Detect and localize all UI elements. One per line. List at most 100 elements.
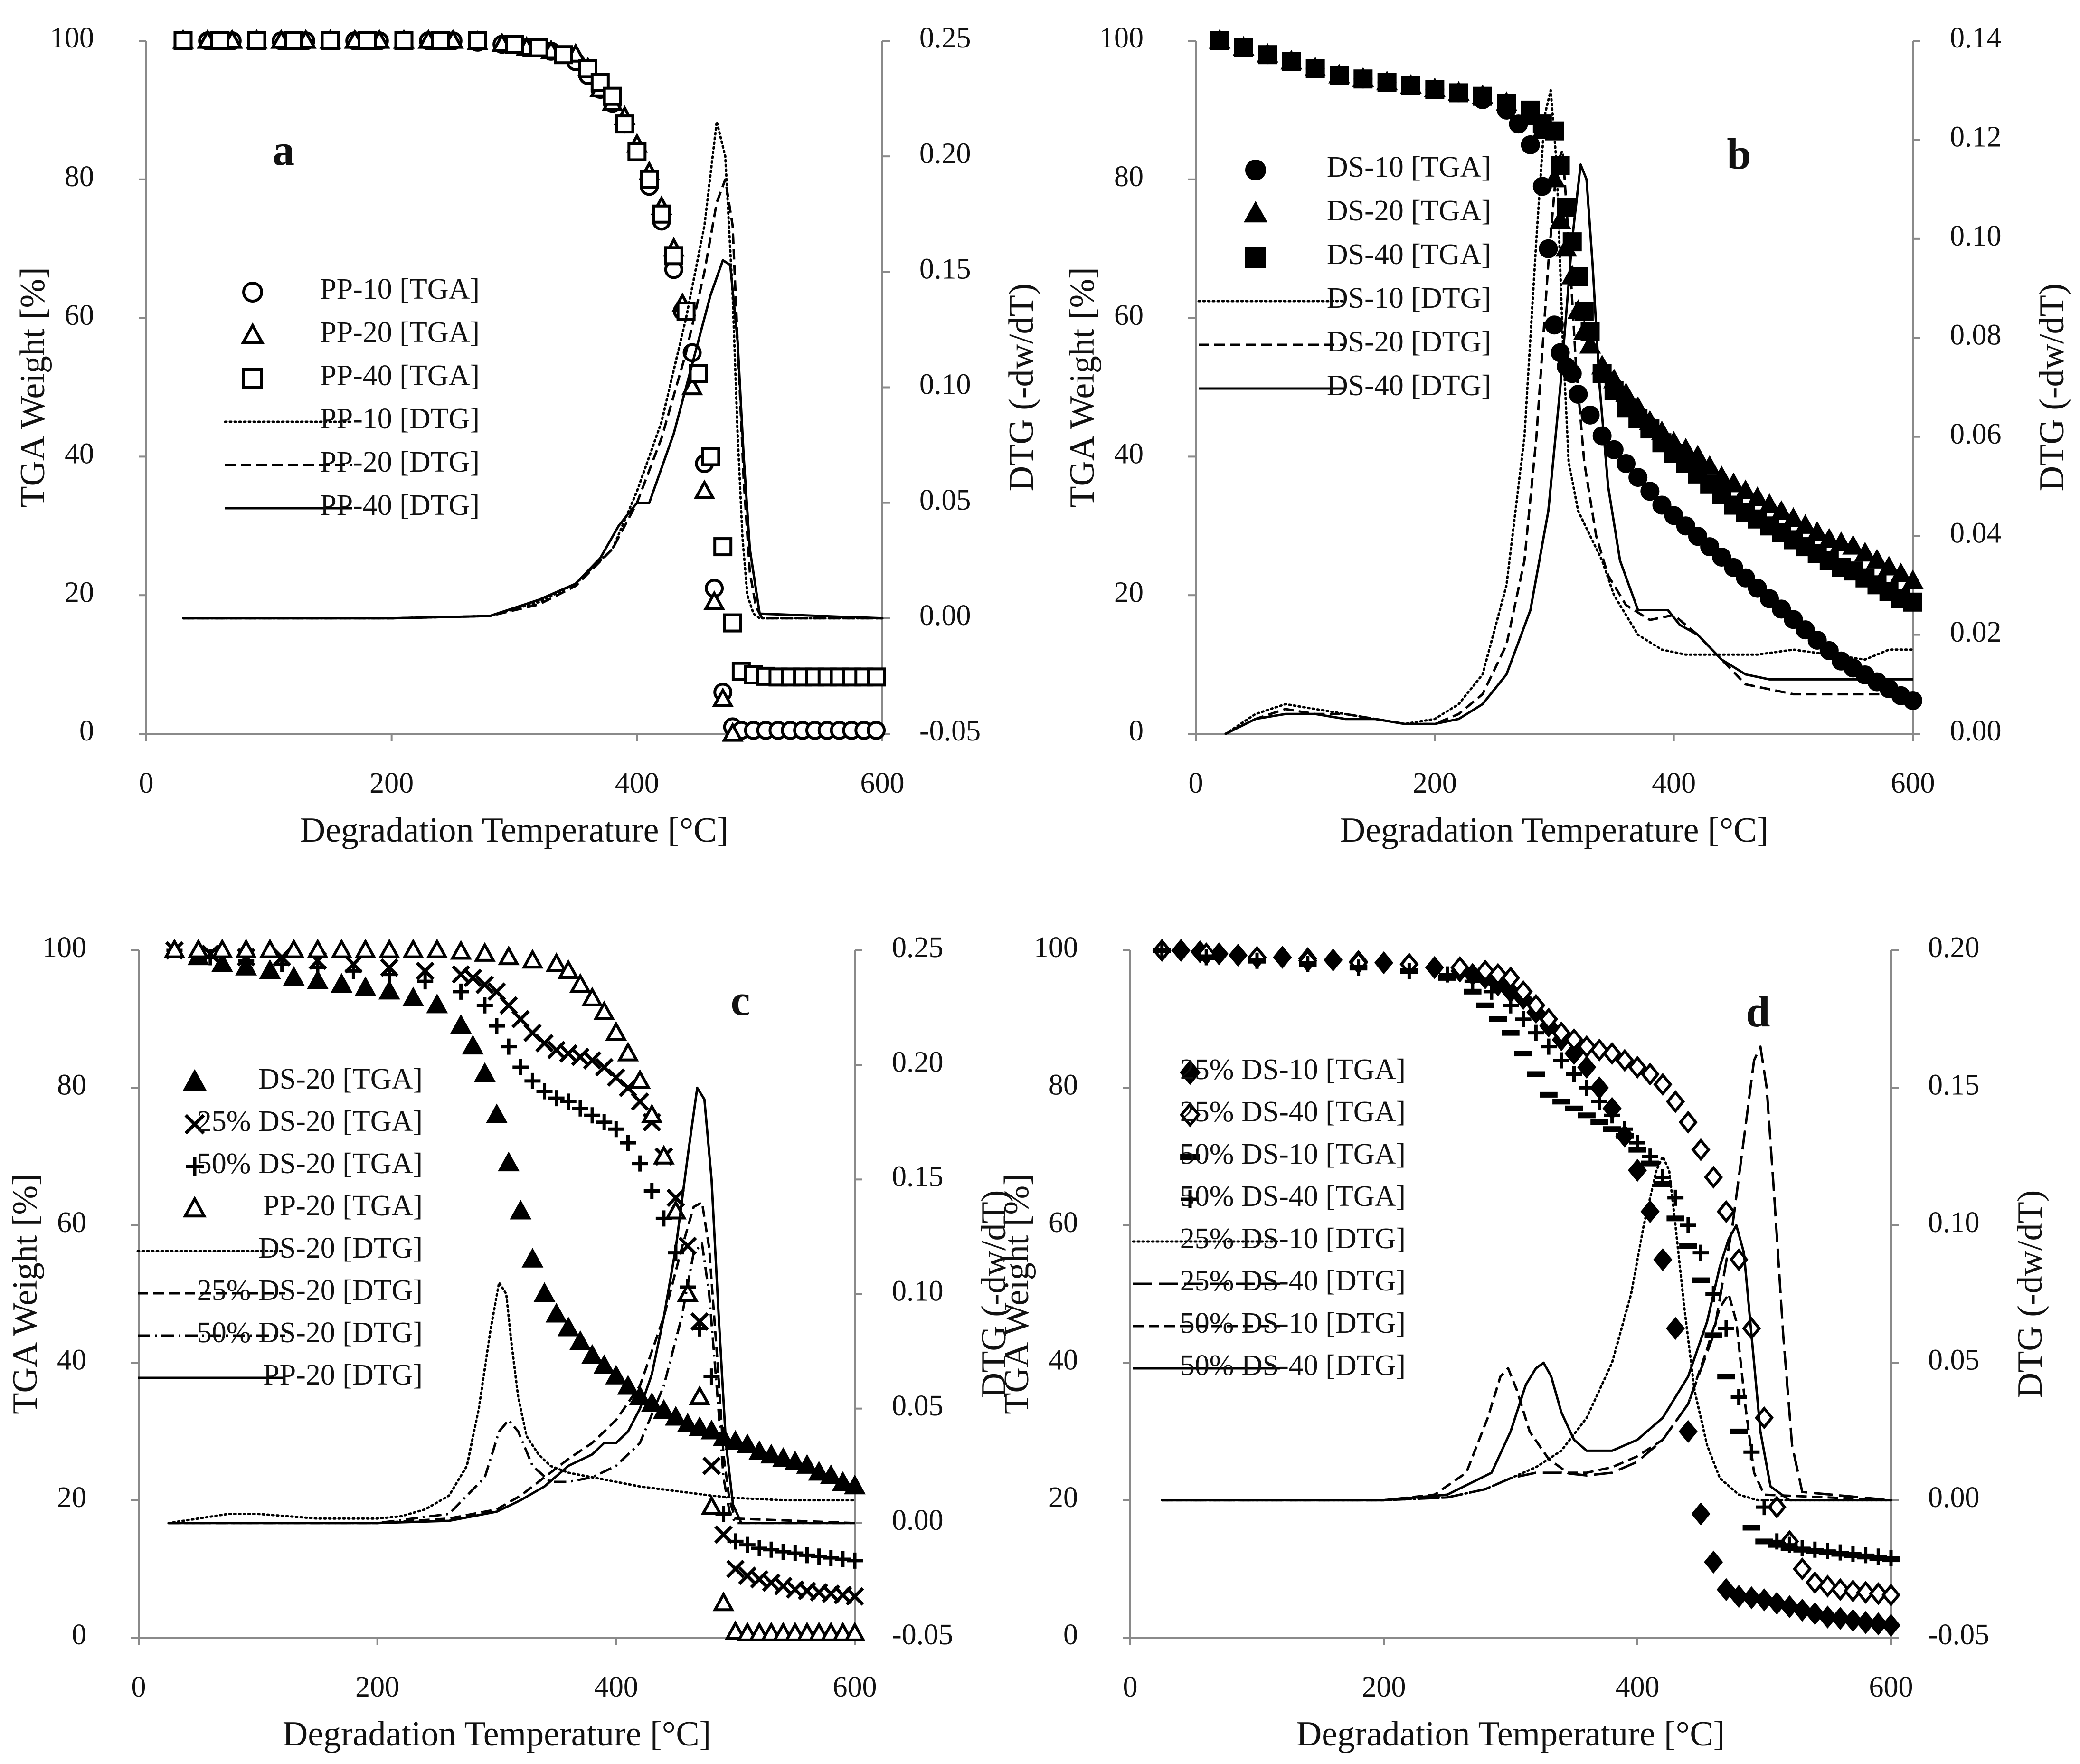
data-point [1767, 1495, 1787, 1519]
data-point [501, 1038, 517, 1055]
data-point [259, 939, 281, 958]
data-point [1350, 959, 1367, 976]
data-point [173, 31, 193, 50]
data-point [724, 1430, 747, 1450]
data-point [787, 1545, 804, 1562]
data-point [689, 1416, 711, 1436]
data-point [489, 1018, 505, 1034]
legend-item: DS-20 [TGA] [1243, 195, 1491, 227]
data-point [1679, 1243, 1697, 1249]
x-axis-title: Degradation Temperature [°C] [1340, 811, 1768, 850]
data-point [1746, 486, 1768, 506]
data-point [498, 945, 520, 966]
data-point [1449, 83, 1468, 103]
data-point [1488, 963, 1508, 986]
legend-marker [1243, 200, 1268, 223]
data-point [1579, 1080, 1595, 1096]
legend-label: PP-40 [TGA] [320, 360, 480, 392]
data-point [1628, 409, 1648, 428]
data-point [426, 993, 448, 1014]
dtg-curve [1162, 1224, 1891, 1502]
data-point [681, 375, 703, 396]
series-pp-20-tga- [163, 939, 866, 1641]
data-point [631, 1092, 650, 1111]
data-point [1729, 1584, 1749, 1608]
data-point [210, 31, 229, 50]
data-point [664, 246, 683, 266]
data-point [584, 1107, 601, 1124]
series-50-ds-20-dtg- [168, 1242, 855, 1525]
x-tick-label: 600 [860, 767, 905, 799]
y-tick-label: 40 [1049, 1344, 1078, 1376]
data-point [1171, 939, 1191, 962]
data-point [1551, 1021, 1571, 1044]
data-point [1691, 1138, 1711, 1161]
data-point [1374, 951, 1394, 975]
data-point [1716, 1200, 1736, 1223]
data-point [1503, 997, 1519, 1014]
data-point [557, 1316, 579, 1337]
legend-item: DS-20 [DTG] [1199, 326, 1491, 358]
data-point [524, 1072, 541, 1089]
data-point [1724, 558, 1743, 577]
data-point [1782, 507, 1805, 527]
y2-tick-label: 0.10 [1928, 1206, 1980, 1239]
data-point [510, 1199, 532, 1220]
x-tick-label: 200 [369, 767, 414, 799]
data-point [701, 447, 720, 466]
data-point [536, 1083, 553, 1100]
data-point [1551, 156, 1570, 175]
data-point [1273, 946, 1292, 969]
chart-panel-a: 0 200 400 600 0 20 40 60 80 100 -0.05 0.00 0.05 0.10 0… [13, 22, 1041, 850]
data-point [1377, 73, 1397, 92]
data-point [721, 722, 744, 742]
data-point [1843, 1609, 1863, 1632]
y-tick-label: 40 [65, 438, 94, 470]
data-point [571, 1047, 590, 1066]
data-point [700, 1495, 723, 1515]
series-50-ds-10-dtg- [1162, 1293, 1891, 1502]
data-point [307, 969, 329, 989]
x-tick-label: 0 [1123, 1671, 1138, 1703]
data-point [596, 1114, 613, 1130]
dtg-curve [182, 120, 884, 620]
chart-panel-d: 0 200 400 600 0 20 40 60 80 100 -0.05 0.00 0.05 0.10 0… [997, 931, 2050, 1754]
data-point [486, 1103, 508, 1123]
legend-label: 25% DS-20 [TGA] [197, 1105, 423, 1138]
data-point [1540, 1091, 1558, 1098]
data-point [1781, 1536, 1798, 1553]
data-point [1742, 1586, 1761, 1610]
data-point [652, 1399, 675, 1419]
data-point [1760, 589, 1779, 608]
y2-tick-label: 0.05 [892, 1390, 944, 1422]
data-point [1784, 610, 1803, 629]
data-point [1545, 315, 1564, 335]
x-tick-label: 200 [1362, 1671, 1406, 1703]
data-point [1756, 1499, 1772, 1516]
data-point [1805, 1602, 1825, 1625]
data-point [643, 1183, 660, 1199]
x-axis-title: Degradation Temperature [°C] [283, 1715, 711, 1754]
data-point [867, 667, 886, 687]
data-point [727, 1533, 744, 1550]
data-point [1210, 31, 1229, 50]
data-point [1603, 1126, 1621, 1132]
y2-tick-label: 0.20 [1928, 931, 1980, 964]
data-point [569, 1330, 591, 1350]
x-axis-title: Degradation Temperature [°C] [1296, 1715, 1725, 1754]
x-tick-label: 600 [1891, 767, 1935, 799]
data-point [284, 31, 303, 50]
data-point [1754, 1588, 1774, 1612]
data-point [557, 959, 579, 979]
legend-item: PP-40 [TGA] [242, 360, 480, 392]
series-25-ds-20-tga- [165, 941, 864, 1606]
data-point [394, 31, 414, 50]
legend-label: DS-20 [DTG] [1327, 326, 1491, 358]
data-point [1580, 405, 1600, 425]
y-tick-label: 100 [42, 931, 86, 964]
series-ds-40-dtg- [1225, 163, 1913, 735]
data-point [1780, 1595, 1799, 1619]
data-point [1527, 1071, 1545, 1077]
data-point [1501, 966, 1521, 990]
legend-label: 25% DS-40 [DTG] [1180, 1265, 1406, 1297]
